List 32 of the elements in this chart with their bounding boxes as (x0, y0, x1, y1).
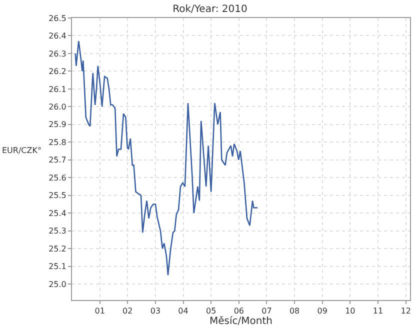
y-tick-label: 26.0 (48, 102, 66, 112)
y-tick-label: 25.2 (48, 244, 66, 254)
y-tick-label: 25.4 (48, 208, 66, 218)
y-tick-label: 25.1 (48, 262, 66, 272)
y-tick-label: 25.7 (48, 156, 66, 165)
x-tick-label: 01 (94, 306, 105, 316)
y-tick-label: 25.5 (48, 191, 66, 200)
y-tick-label: 25.3 (48, 226, 66, 236)
x-tick-label: 05 (206, 306, 216, 316)
x-axis-title: Měsíc/Month (210, 316, 272, 328)
y-tick-label: 26.5 (48, 14, 66, 23)
x-tick-label: 07 (262, 306, 272, 316)
x-tick-label: 02 (122, 306, 133, 316)
x-tick-label: 04 (178, 306, 188, 316)
x-tick-label: 03 (150, 306, 161, 316)
x-tick-label: 12 (400, 306, 411, 316)
x-tick-label: 10 (345, 306, 356, 316)
line-series (74, 40, 258, 276)
y-tick-label: 25.8 (48, 138, 66, 147)
y-tick-label: 25.0 (48, 280, 66, 289)
x-tick-label: 09 (317, 306, 328, 316)
y-axis-title: EUR/CZK° (2, 146, 42, 155)
y-tick-label: 26.2 (48, 67, 66, 76)
x-tick-label: 11 (372, 306, 384, 316)
y-tick-label: 26.4 (48, 32, 66, 41)
chart-title: Rok/Year: 2010 (172, 4, 248, 16)
y-tick-label: 26.3 (48, 49, 66, 58)
y-tick-label: 26.1 (48, 84, 66, 94)
y-tick-label: 25.9 (48, 120, 66, 130)
x-tick-label: 08 (289, 306, 300, 316)
y-tick-label: 25.6 (48, 173, 66, 182)
x-tick-label: 06 (234, 306, 244, 316)
